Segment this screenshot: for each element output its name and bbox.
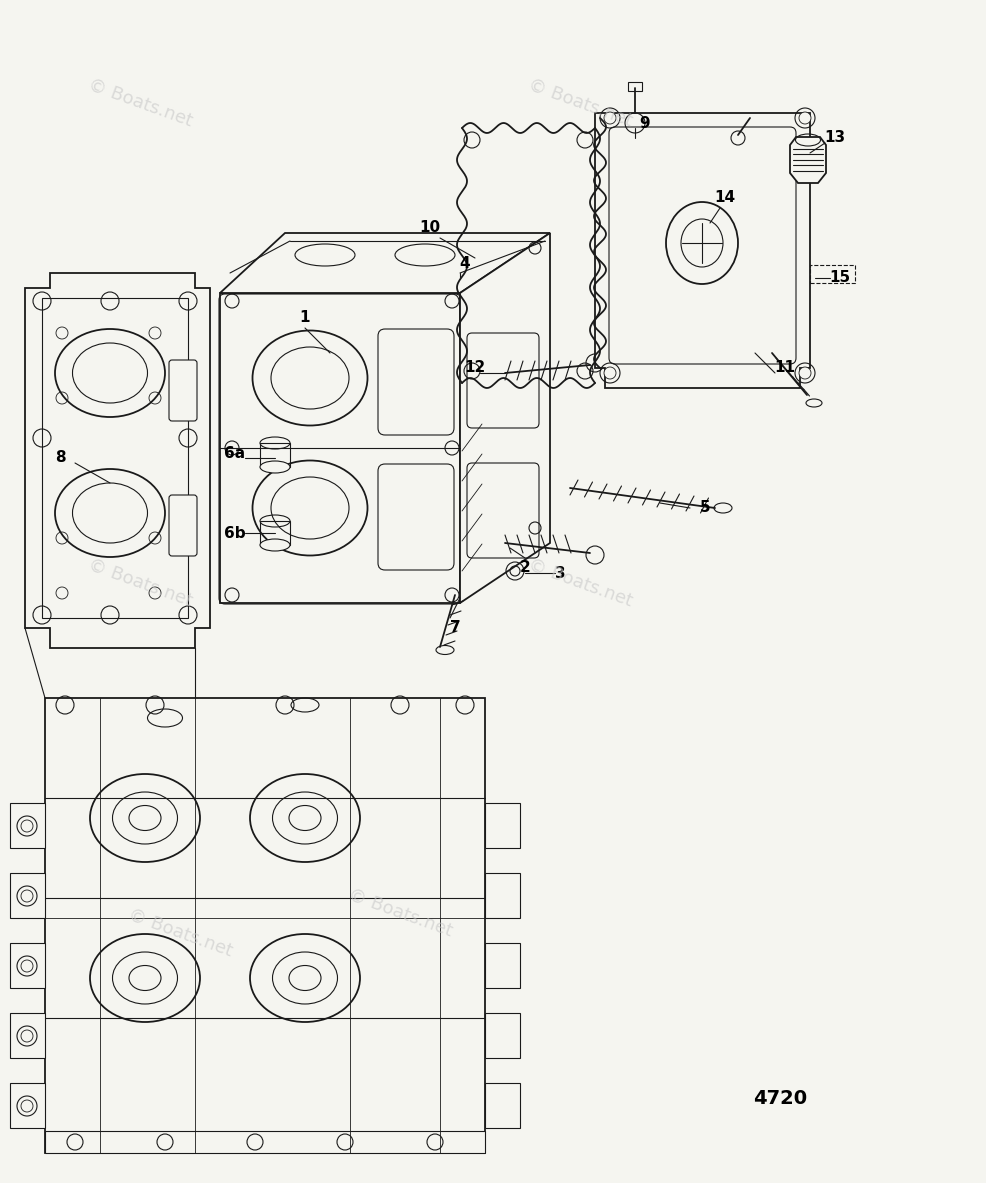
FancyBboxPatch shape bbox=[169, 494, 197, 556]
Polygon shape bbox=[595, 114, 810, 388]
Polygon shape bbox=[220, 233, 549, 293]
Polygon shape bbox=[484, 1082, 520, 1129]
Text: © Boats.net: © Boats.net bbox=[345, 886, 455, 940]
Text: 11: 11 bbox=[774, 361, 795, 375]
Text: 5: 5 bbox=[699, 500, 710, 516]
Ellipse shape bbox=[259, 539, 290, 551]
Text: 1: 1 bbox=[300, 310, 310, 325]
Text: 8: 8 bbox=[54, 451, 65, 465]
Text: © Boats.net: © Boats.net bbox=[525, 556, 634, 610]
Polygon shape bbox=[484, 873, 520, 918]
Text: 12: 12 bbox=[463, 361, 485, 375]
Text: 4: 4 bbox=[459, 256, 470, 271]
Circle shape bbox=[799, 112, 810, 124]
Polygon shape bbox=[10, 1013, 45, 1058]
Polygon shape bbox=[10, 803, 45, 848]
Polygon shape bbox=[484, 803, 520, 848]
Bar bbox=[627, 82, 641, 91]
Text: 13: 13 bbox=[823, 130, 845, 146]
Ellipse shape bbox=[259, 461, 290, 473]
Polygon shape bbox=[459, 233, 549, 603]
Polygon shape bbox=[45, 698, 484, 1153]
Polygon shape bbox=[10, 943, 45, 988]
Polygon shape bbox=[10, 1082, 45, 1129]
Bar bbox=[259, 521, 290, 545]
Polygon shape bbox=[25, 273, 210, 648]
Bar bbox=[45, 1131, 484, 1153]
Text: 15: 15 bbox=[828, 271, 850, 285]
Polygon shape bbox=[10, 873, 45, 918]
Bar bbox=[259, 442, 290, 467]
Text: © Boats.net: © Boats.net bbox=[85, 556, 194, 610]
Text: 7: 7 bbox=[450, 621, 459, 635]
Text: 14: 14 bbox=[714, 190, 735, 206]
Text: © Boats.net: © Boats.net bbox=[125, 906, 235, 961]
Circle shape bbox=[603, 112, 615, 124]
Text: 9: 9 bbox=[639, 116, 650, 130]
Text: 6b: 6b bbox=[224, 525, 246, 541]
Polygon shape bbox=[484, 943, 520, 988]
Text: 10: 10 bbox=[419, 220, 440, 235]
Polygon shape bbox=[220, 293, 459, 603]
Text: 3: 3 bbox=[554, 565, 565, 581]
Polygon shape bbox=[484, 1013, 520, 1058]
Text: © Boats.net: © Boats.net bbox=[85, 76, 194, 130]
Text: 6a: 6a bbox=[224, 446, 246, 460]
Text: © Boats.net: © Boats.net bbox=[525, 76, 634, 130]
Bar bbox=[810, 265, 854, 283]
FancyBboxPatch shape bbox=[169, 360, 197, 421]
Circle shape bbox=[603, 367, 615, 379]
Text: 2: 2 bbox=[519, 561, 529, 575]
Circle shape bbox=[799, 367, 810, 379]
Text: 4720: 4720 bbox=[752, 1088, 807, 1107]
Polygon shape bbox=[789, 137, 825, 183]
